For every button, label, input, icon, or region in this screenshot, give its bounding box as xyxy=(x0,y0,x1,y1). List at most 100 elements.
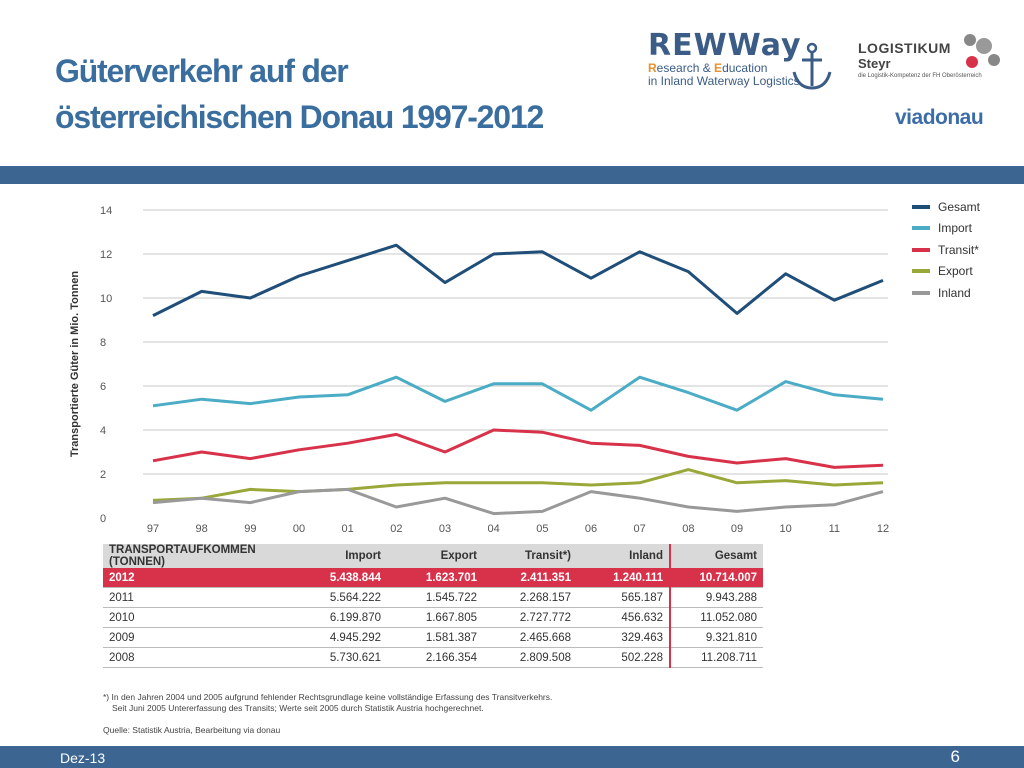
series-line-gesamt xyxy=(152,243,884,317)
legend-swatch xyxy=(912,247,930,252)
page-number: 6 xyxy=(950,747,960,766)
rewway-tagline-1: Research & Education xyxy=(648,61,768,75)
x-tick-label: 08 xyxy=(682,523,694,532)
legend-label: Import xyxy=(938,221,973,236)
table-cell: 9.943.288 xyxy=(669,587,763,608)
rewway-tagline-2: in Inland Waterway Logistics xyxy=(648,74,800,88)
table-cell: 2011 xyxy=(103,587,315,608)
table-cell: 6.199.870 xyxy=(315,607,387,628)
legend-swatch xyxy=(912,269,930,274)
transport-table: TRANSPORTAUFKOMMEN (TONNEN) Import Expor… xyxy=(103,544,763,668)
legend-item: Transit* xyxy=(912,239,980,261)
x-tick-label: 11 xyxy=(829,523,840,532)
x-tick-label: 12 xyxy=(877,523,889,532)
x-tick-label: 00 xyxy=(293,523,305,532)
table-header-transit: Transit*) xyxy=(483,544,577,568)
series-line-inland xyxy=(152,487,884,516)
x-tick-label: 98 xyxy=(196,523,208,532)
legend-item: Export xyxy=(912,261,980,283)
series-line-import xyxy=(152,375,884,412)
legend-label: Gesamt xyxy=(938,199,981,214)
footnote-1: *) In den Jahren 2004 und 2005 aufgrund … xyxy=(103,692,553,702)
legend-swatch xyxy=(912,226,930,231)
chart-legend: Gesamt Import Transit* Export Inland xyxy=(912,196,980,304)
x-tick-label: 01 xyxy=(342,523,354,532)
table-cell: 2012 xyxy=(103,568,315,588)
table-header-import: Import xyxy=(315,544,387,568)
table-cell: 2.166.354 xyxy=(387,647,483,668)
table-row: 2008 5.730.621 2.166.354 2.809.508 502.2… xyxy=(103,647,763,668)
table-header-export: Export xyxy=(387,544,483,568)
logistikum-logo: LOGISTIKUM Steyr die Logistik-Kompetenz … xyxy=(858,40,982,79)
x-tick-label: 06 xyxy=(585,523,597,532)
table-row: 2011 5.564.222 1.545.722 2.268.157 565.1… xyxy=(103,587,763,608)
y-tick-label: 10 xyxy=(100,293,112,305)
x-tick-label: 09 xyxy=(731,523,743,532)
legend-label: Export xyxy=(938,264,973,279)
table-header-inland: Inland xyxy=(577,544,670,568)
y-tick-label: 4 xyxy=(100,425,106,437)
table-cell: 10.714.007 xyxy=(669,568,763,588)
x-tick-label: 07 xyxy=(634,523,646,532)
x-tick-label: 05 xyxy=(536,523,548,532)
legend-item: Inland xyxy=(912,282,980,304)
table-cell: 2.727.772 xyxy=(483,607,577,628)
logistikum-name: LOGISTIKUM xyxy=(858,40,951,56)
table-cell: 1.240.111 xyxy=(577,568,670,588)
y-tick-label: 2 xyxy=(100,469,106,481)
x-tick-label: 99 xyxy=(244,523,256,532)
footnote-2: Seit Juni 2005 Untererfassung des Transi… xyxy=(112,703,484,713)
table-cell: 9.321.810 xyxy=(669,627,763,648)
table-cell: 5.564.222 xyxy=(315,587,387,608)
legend-swatch xyxy=(912,290,930,295)
table-header-gesamt: Gesamt xyxy=(669,544,763,568)
rewway-wordmark: REWWay xyxy=(648,28,802,63)
rewway-logo: REWWay Research & Education in Inland Wa… xyxy=(648,30,802,88)
x-tick-label: 02 xyxy=(390,523,402,532)
table-cell: 2008 xyxy=(103,647,315,668)
legend-label: Transit* xyxy=(938,242,979,257)
table-cell: 565.187 xyxy=(577,587,670,608)
slide-title: Güterverkehr auf der österreichischen Do… xyxy=(55,48,544,140)
footer-bar xyxy=(0,746,1024,768)
y-axis-label: Transportierte Güter in Mio. Tonnen xyxy=(69,271,81,457)
legend-item: Import xyxy=(912,218,980,240)
x-tick-label: 04 xyxy=(488,523,500,532)
table-cell: 11.208.711 xyxy=(669,647,763,668)
table-cell: 2.809.508 xyxy=(483,647,577,668)
table-cell: 502.228 xyxy=(577,647,670,668)
header-divider-bar xyxy=(0,166,1024,184)
legend-swatch xyxy=(912,204,930,209)
viadonau-logo: viadonau xyxy=(895,106,984,129)
table-row: 2009 4.945.292 1.581.387 2.465.668 329.4… xyxy=(103,627,763,648)
y-tick-label: 0 xyxy=(100,513,106,525)
table-row: 2012 5.438.844 1.623.701 2.411.351 1.240… xyxy=(103,568,763,588)
table-header-row: TRANSPORTAUFKOMMEN (TONNEN) Import Expor… xyxy=(103,544,763,568)
table-cell: 456.632 xyxy=(577,607,670,628)
title-line-1: Güterverkehr auf der xyxy=(55,53,349,89)
title-line-2: österreichischen Donau 1997-2012 xyxy=(55,99,544,135)
x-tick-label: 03 xyxy=(439,523,451,532)
table-cell: 2.268.157 xyxy=(483,587,577,608)
table-cell: 2010 xyxy=(103,607,315,628)
table-cell: 11.052.080 xyxy=(669,607,763,628)
logistikum-tagline: die Logistik-Kompetenz der FH Oberösterr… xyxy=(858,73,982,79)
y-tick-label: 12 xyxy=(100,249,112,261)
table-cell: 329.463 xyxy=(577,627,670,648)
table-cell: 1.581.387 xyxy=(387,627,483,648)
anchor-icon xyxy=(792,42,832,90)
y-tick-label: 8 xyxy=(100,337,106,349)
y-tick-label: 6 xyxy=(100,381,106,393)
table-cell: 2009 xyxy=(103,627,315,648)
logistikum-dots-icon xyxy=(964,34,1000,68)
footer-date: Dez-13 xyxy=(60,750,106,766)
series-line-transit xyxy=(152,428,884,469)
x-tick-label: 10 xyxy=(780,523,792,532)
table-cell: 1.545.722 xyxy=(387,587,483,608)
table-cell: 1.623.701 xyxy=(387,568,483,588)
source-note: Quelle: Statistik Austria, Bearbeitung v… xyxy=(103,725,281,735)
table-row: 2010 6.199.870 1.667.805 2.727.772 456.6… xyxy=(103,607,763,628)
table-cell: 5.730.621 xyxy=(315,647,387,668)
y-tick-label: 14 xyxy=(100,205,112,217)
